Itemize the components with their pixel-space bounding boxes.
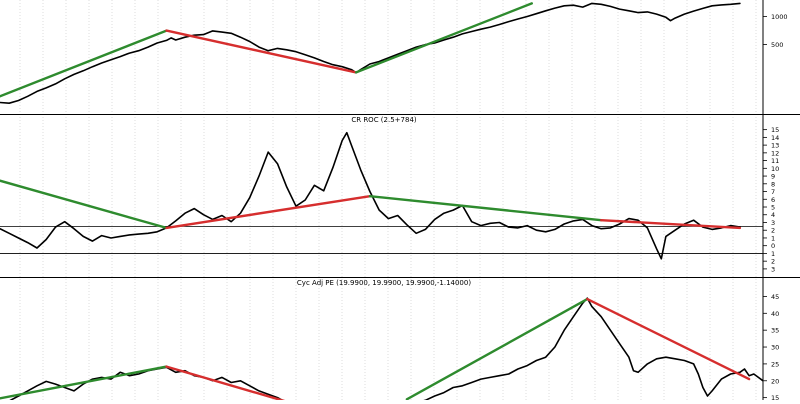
trendline-down bbox=[368, 195, 603, 222]
panel-2 bbox=[0, 131, 763, 260]
y-tick-label: 500 bbox=[771, 41, 783, 49]
y-tick-label: 3 bbox=[771, 219, 775, 227]
trendline-down bbox=[600, 219, 742, 230]
trendline-up bbox=[0, 365, 168, 400]
series-line bbox=[0, 2, 741, 104]
y-tick-label: 15 bbox=[771, 394, 779, 400]
panel-title-pe: Cyc Adj PE (19.9900, 19.9900, 19.9900,-1… bbox=[297, 279, 471, 287]
y-tick-label: 10 bbox=[771, 165, 779, 173]
y-tick-label: 2 bbox=[771, 258, 775, 266]
y-tick-label: 35 bbox=[771, 327, 779, 335]
y-tick-label: 11 bbox=[771, 157, 779, 165]
y-tick-label: 30 bbox=[771, 344, 779, 352]
y-tick-label: 15 bbox=[771, 126, 779, 134]
y-tick-label: 1 bbox=[771, 250, 775, 258]
y-tick-label: 9 bbox=[771, 173, 775, 181]
trendline-up bbox=[165, 195, 372, 230]
panel-titles: CR ROC (2.5+784) Cyc Adj PE (19.9900, 19… bbox=[297, 116, 471, 287]
y-tick-label: 8 bbox=[771, 180, 775, 188]
y-tick-label: 4 bbox=[771, 211, 775, 219]
trendline-down bbox=[586, 297, 751, 381]
trendline-up bbox=[354, 2, 533, 74]
y-tick-label: 14 bbox=[771, 134, 779, 142]
y-tick-label: 45 bbox=[771, 293, 779, 301]
y-tick-label: 7 bbox=[771, 188, 775, 196]
trendline-up bbox=[405, 297, 589, 401]
y-tick-label: 0 bbox=[771, 242, 775, 250]
y-tick-label: 20 bbox=[771, 377, 779, 385]
y-tick-label: 40 bbox=[771, 310, 779, 318]
trendline-up bbox=[0, 29, 168, 98]
y-tick-label: 2 bbox=[771, 227, 775, 235]
y-tick-label: 13 bbox=[771, 142, 779, 150]
panel-3 bbox=[0, 297, 763, 404]
y-tick-label: 5 bbox=[771, 204, 775, 212]
y-tick-label: 1 bbox=[771, 234, 775, 242]
y-tick-label: 1000 bbox=[771, 13, 788, 21]
panel-1 bbox=[0, 2, 741, 104]
trendline-down bbox=[165, 29, 358, 74]
trendline-down bbox=[0, 179, 168, 230]
y-tick-label: 3 bbox=[771, 265, 775, 273]
panel-title-roc: CR ROC (2.5+784) bbox=[351, 116, 417, 124]
y-tick-label: 25 bbox=[771, 360, 779, 368]
y-tick-label: 12 bbox=[771, 149, 779, 157]
y-tick-label: 6 bbox=[771, 196, 775, 204]
